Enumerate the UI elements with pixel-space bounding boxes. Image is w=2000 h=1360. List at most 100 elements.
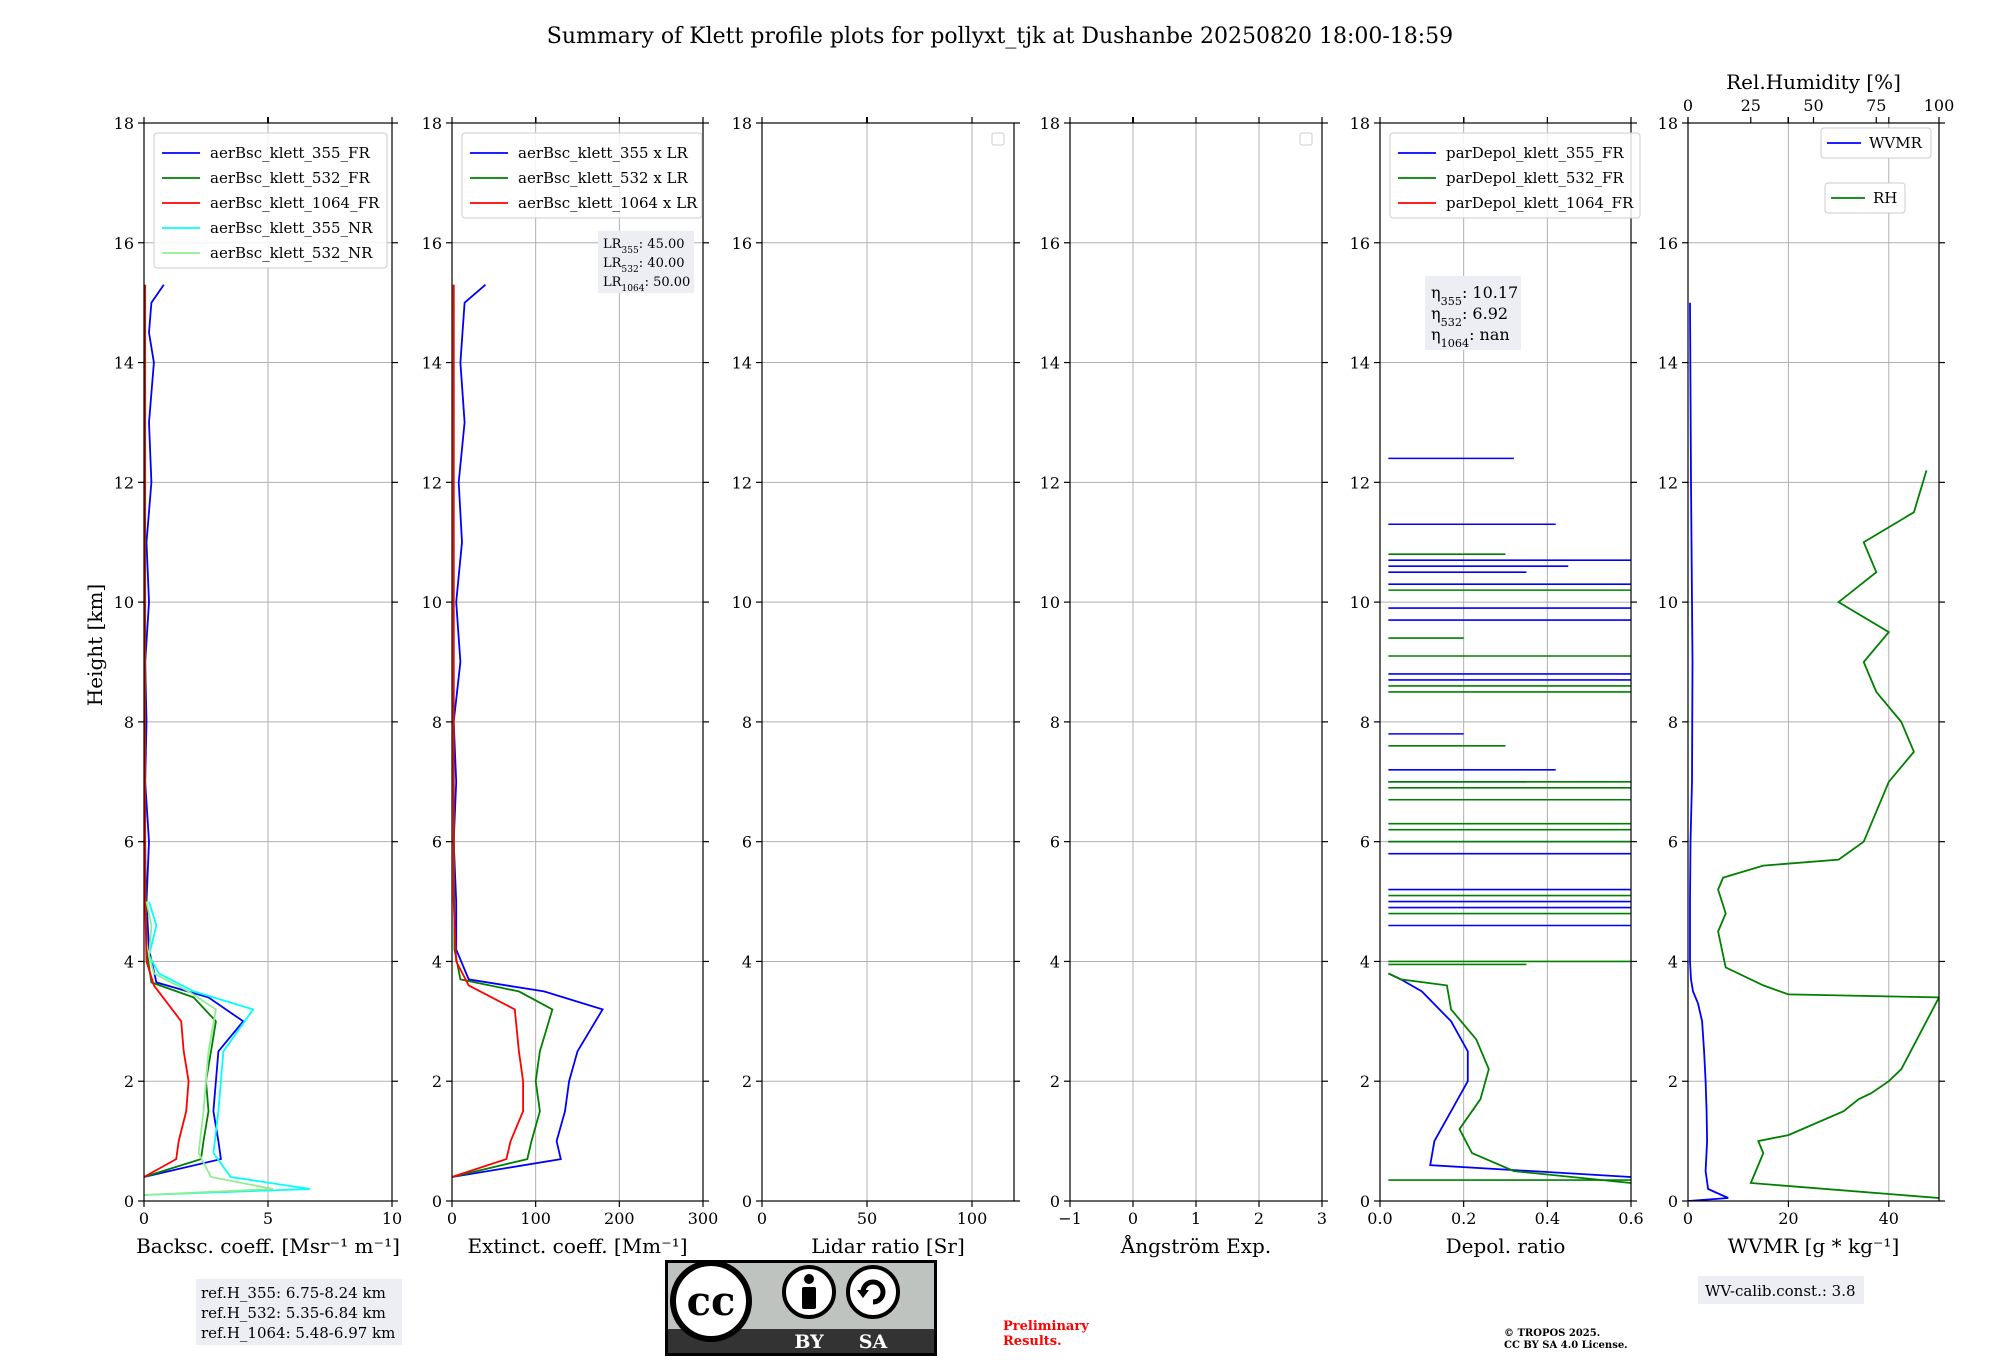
ytick-label-wv-1: 2 [1668, 1072, 1678, 1091]
ytick-label-wv-4: 8 [1668, 713, 1678, 732]
ytick-label-lr-4: 8 [742, 713, 752, 732]
ytick-label-wv-9: 18 [1658, 114, 1678, 133]
ytick-label-wv-5: 10 [1658, 593, 1678, 612]
ytick-label-bsc-2: 4 [124, 952, 134, 971]
ytick-label-ext-1: 2 [432, 1072, 442, 1091]
ytick-label-lr-2: 4 [742, 952, 752, 971]
ref-height-1064: ref.H_1064: 5.48-6.97 km [201, 1324, 395, 1342]
cc-license-logo: cc BY SA [665, 1260, 937, 1356]
x-axis-label-ang: Ångström Exp. [1120, 1233, 1271, 1258]
ytick-label-ext-9: 18 [422, 114, 442, 133]
ytick-label-bsc-4: 8 [124, 713, 134, 732]
y-axis-label: Height [km] [83, 584, 107, 706]
ytick-label-ext-3: 6 [432, 833, 442, 852]
xtick-label-ext-1: 100 [520, 1209, 551, 1228]
ytick-label-depol-4: 8 [1360, 713, 1370, 732]
xtick-label-lr-1: 50 [857, 1209, 877, 1228]
ref-height-355: ref.H_355: 6.75-8.24 km [201, 1284, 386, 1302]
ytick-label-lr-5: 10 [732, 593, 752, 612]
ytick-label-ext-4: 8 [432, 713, 442, 732]
series-line-bsc-4 [144, 901, 274, 1196]
series-line-bsc-0 [144, 284, 245, 1178]
panel-lr: 0 2 4 6 8 10 12 14 16 18 0 50 100 Lidar ratio [Sr] [732, 114, 1020, 1258]
ytick-label-bsc-7: 14 [114, 354, 134, 373]
series-line-bsc-3 [144, 901, 311, 1196]
legend-label-wv-1: RH [1873, 189, 1897, 207]
ytick-label-ang-1: 2 [1050, 1072, 1060, 1091]
x-axis-label-bsc: Backsc. coeff. [Msr⁻¹ m⁻¹] [136, 1234, 400, 1258]
wv-calib-box: WV-calib.const.: 3.8 [1698, 1276, 1864, 1304]
legend-ext [461, 132, 703, 219]
legend-depol [1389, 132, 1641, 219]
ytick-label-ang-9: 18 [1040, 114, 1060, 133]
top-axis-tick-label-1: 25 [1741, 96, 1761, 115]
ytick-label-bsc-3: 6 [124, 833, 134, 852]
eta-box [1425, 276, 1521, 350]
series-group-depol [1388, 457, 1631, 1184]
ytick-label-wv-3: 6 [1668, 833, 1678, 852]
cc-sa-label: SA [859, 1331, 888, 1353]
series-line-ext-2 [452, 284, 524, 1178]
ytick-label-ang-0: 0 [1050, 1192, 1060, 1211]
copyright-line2: CC BY SA 4.0 License. [1504, 1340, 1628, 1351]
xtick-label-ang-3: 2 [1254, 1209, 1264, 1228]
ytick-label-ang-8: 16 [1040, 234, 1060, 253]
ytick-label-bsc-8: 16 [114, 234, 134, 253]
ytick-label-depol-7: 14 [1350, 354, 1370, 373]
legend-label-depol-2: parDepol_klett_1064_FR [1446, 194, 1634, 212]
axes-frame-ext [451, 122, 704, 1202]
empty-legend-lr [991, 132, 1005, 146]
x-axis-label-lr: Lidar ratio [Sr] [811, 1234, 965, 1258]
ytick-label-bsc-1: 2 [124, 1072, 134, 1091]
series-group-ext [452, 284, 604, 1178]
figure-title: Summary of Klett profile plots for polly… [547, 24, 1453, 49]
axes-frame-depol [1379, 122, 1632, 1202]
ref-height-532: ref.H_532: 5.35-6.84 km [201, 1304, 386, 1322]
xtick-label-depol-3: 0.6 [1618, 1209, 1643, 1228]
series-group-wv [1688, 302, 1939, 1201]
ytick-label-lr-6: 12 [732, 473, 752, 492]
ytick-label-ext-5: 10 [422, 593, 442, 612]
top-axis-label: Rel.Humidity [%] [1726, 70, 1901, 94]
legend-label-bsc-3: aerBsc_klett_355_NR [210, 219, 373, 237]
legend-box-wv-0 [1820, 127, 1932, 159]
legend-label-wv-0: WVMR [1869, 134, 1923, 152]
ytick-label-wv-6: 12 [1658, 473, 1678, 492]
copyright-line1: © TROPOS 2025. [1504, 1328, 1600, 1339]
ytick-label-depol-8: 16 [1350, 234, 1370, 253]
preliminary-results-line2: Results. [1003, 1334, 1062, 1349]
axes-frame-lr [761, 122, 1015, 1202]
legend-label-bsc-4: aerBsc_klett_532_NR [210, 244, 373, 262]
xtick-label-ext-2: 200 [604, 1209, 635, 1228]
ytick-label-ang-6: 12 [1040, 473, 1060, 492]
x-axis-label-depol: Depol. ratio [1446, 1234, 1566, 1258]
empty-legend-ang [1299, 132, 1313, 146]
top-axis-tick-label-4: 100 [1924, 96, 1955, 115]
xtick-label-ang-2: 1 [1191, 1209, 1201, 1228]
ytick-label-bsc-6: 12 [114, 473, 134, 492]
legend-label-bsc-2: aerBsc_klett_1064_FR [210, 194, 380, 212]
ytick-label-ext-8: 16 [422, 234, 442, 253]
ytick-label-lr-8: 16 [732, 234, 752, 253]
legend-label-depol-0: parDepol_klett_355_FR [1446, 144, 1624, 162]
lr-value-355: LR355: 45.00 [603, 237, 685, 256]
ytick-label-depol-2: 4 [1360, 952, 1370, 971]
panel-bsc: 0 2 4 6 8 10 12 14 16 18 0 5 10 Backsc. coeff. [Msr⁻¹… [114, 114, 403, 1258]
series-line-ext-1 [452, 284, 554, 1178]
eta-value-355: η355: 10.17 [1431, 283, 1518, 308]
ytick-label-depol-3: 6 [1360, 833, 1370, 852]
eta-value-1064: η1064: nan [1431, 325, 1510, 350]
series-line-ext-0 [452, 284, 604, 1178]
x-axis-label-ext: Extinct. coeff. [Mm⁻¹] [467, 1234, 687, 1258]
ref-height-box: ref.H_355: 6.75-8.24 km ref.H_532: 5.35-… [196, 1279, 402, 1345]
panel-wv: 0 2 4 6 8 10 12 14 16 18 0 20 40 WVMR [g * kg⁻¹] 0 25 50… [1658, 70, 1955, 1258]
ytick-label-ang-7: 14 [1040, 354, 1060, 373]
ytick-label-wv-8: 16 [1658, 234, 1678, 253]
top-axis-tick-label-2: 50 [1803, 96, 1823, 115]
xtick-label-wv-1: 20 [1778, 1209, 1798, 1228]
ytick-label-depol-1: 2 [1360, 1072, 1370, 1091]
